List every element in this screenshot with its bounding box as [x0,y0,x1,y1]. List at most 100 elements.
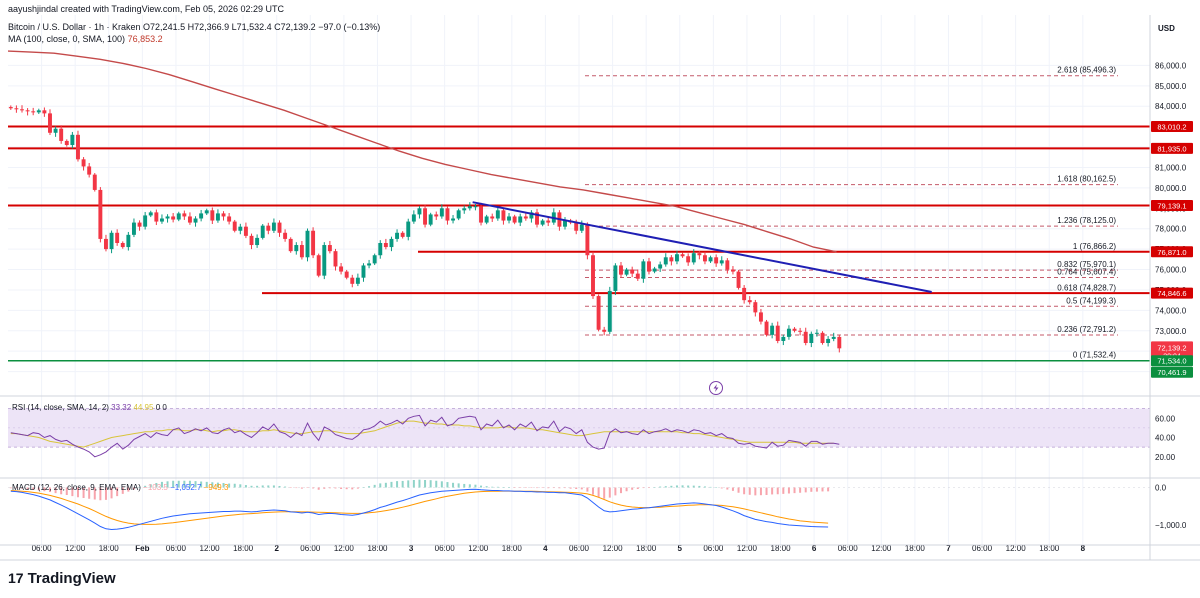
candle-body[interactable] [243,226,248,236]
candle-body[interactable] [770,325,775,335]
candle-body[interactable] [187,216,192,223]
candle-body[interactable] [406,221,411,237]
candle-body[interactable] [792,328,797,331]
candle-body[interactable] [204,210,209,214]
rsi-pane[interactable]: 60.00 40.00 20.00 [8,408,1176,462]
candle-body[interactable] [697,253,702,256]
candle-body[interactable] [48,113,52,133]
candle-body[interactable] [764,321,769,335]
candle-body[interactable] [395,232,400,239]
candle-body[interactable] [736,271,741,288]
candle-body[interactable] [249,235,254,246]
candle-body[interactable] [786,328,791,337]
candle-body[interactable] [115,232,120,243]
candle-body[interactable] [227,216,232,222]
candle-body[interactable] [546,220,551,223]
candle-body[interactable] [803,331,808,344]
candle-body[interactable] [221,213,226,217]
candle-body[interactable] [266,225,271,231]
candle-body[interactable] [781,336,786,341]
candle-body[interactable] [333,251,338,267]
candle-body[interactable] [585,224,590,256]
candle-body[interactable] [607,290,612,332]
candle-body[interactable] [512,216,517,223]
candle-body[interactable] [42,110,47,114]
candle-body[interactable] [495,210,500,219]
candle-body[interactable] [104,238,108,250]
candle-body[interactable] [428,214,433,225]
candle-body[interactable] [367,263,372,266]
candle-body[interactable] [619,265,623,275]
candle-body[interactable] [316,255,321,276]
candle-body[interactable] [53,128,58,133]
candle-body[interactable] [647,261,651,272]
candle-body[interactable] [635,273,640,279]
candle-body[interactable] [702,255,707,262]
candle-body[interactable] [378,242,383,256]
candle-body[interactable] [479,206,483,223]
candle-body[interactable] [137,222,142,227]
candle-body[interactable] [350,277,355,284]
candle-body[interactable] [826,338,831,344]
candle-body[interactable] [574,222,579,231]
candle-body[interactable] [529,212,534,219]
candle-body[interactable] [238,226,243,231]
candle-body[interactable] [36,110,41,113]
candle-body[interactable] [563,220,567,227]
candle-body[interactable] [322,245,327,276]
candle-body[interactable] [193,218,198,223]
macd-legend[interactable]: MACD (12, 26, close, 9, EMA, EMA) −103.5… [12,483,228,492]
candle-body[interactable] [64,140,69,146]
candle-body[interactable] [462,208,467,211]
candle-body[interactable] [742,287,747,301]
symbol-line[interactable]: Bitcoin / U.S. Dollar · 1h · Kraken O72,… [8,22,381,32]
candle-body[interactable] [809,333,814,344]
candle-body[interactable] [831,336,836,339]
candle-body[interactable] [730,269,735,272]
candle-body[interactable] [484,216,489,223]
candle-body[interactable] [753,302,758,313]
candle-body[interactable] [691,253,696,263]
candle-body[interactable] [719,260,724,264]
candle-body[interactable] [87,166,92,175]
candle-body[interactable] [658,264,663,269]
candle-body[interactable] [361,265,366,278]
candle-body[interactable] [400,232,405,237]
candle-body[interactable] [171,216,176,220]
candle-body[interactable] [596,296,601,330]
candle-body[interactable] [641,261,646,279]
candle-body[interactable] [591,255,595,297]
candle-body[interactable] [490,216,495,219]
candle-body[interactable] [535,212,539,225]
candle-body[interactable] [602,329,607,332]
candle-body[interactable] [339,266,344,272]
candle-body[interactable] [747,300,752,303]
candle-body[interactable] [473,206,478,208]
candle-body[interactable] [624,269,629,275]
candle-body[interactable] [25,110,30,112]
candle-body[interactable] [652,268,657,272]
candle-body[interactable] [669,257,674,262]
candle-body[interactable] [423,208,428,225]
candle-body[interactable] [417,208,422,215]
descending-trend-line[interactable] [472,201,932,293]
ma-legend[interactable]: MA (100, close, 0, SMA, 100) 76,853.2 [8,34,163,44]
candle-body[interactable] [70,134,75,146]
candle-body[interactable] [680,254,685,257]
candle-body[interactable] [215,213,220,221]
candle-body[interactable] [434,214,439,217]
candle-body[interactable] [199,213,204,219]
candle-body[interactable] [131,222,136,235]
candle-body[interactable] [327,245,332,252]
candle-body[interactable] [523,216,528,219]
candle-body[interactable] [76,134,80,160]
candle-body[interactable] [507,216,511,221]
candlestick-series[interactable] [8,105,842,353]
candle-body[interactable] [59,128,64,141]
candle-body[interactable] [389,238,394,248]
time-axis[interactable]: 06:00 12:00 18:00 Feb 06:00 12:00 18:00 2 06:00 1… [32,544,1086,553]
candle-body[interactable] [8,107,13,109]
lightning-icon[interactable] [709,381,723,395]
candle-body[interactable] [686,256,691,263]
